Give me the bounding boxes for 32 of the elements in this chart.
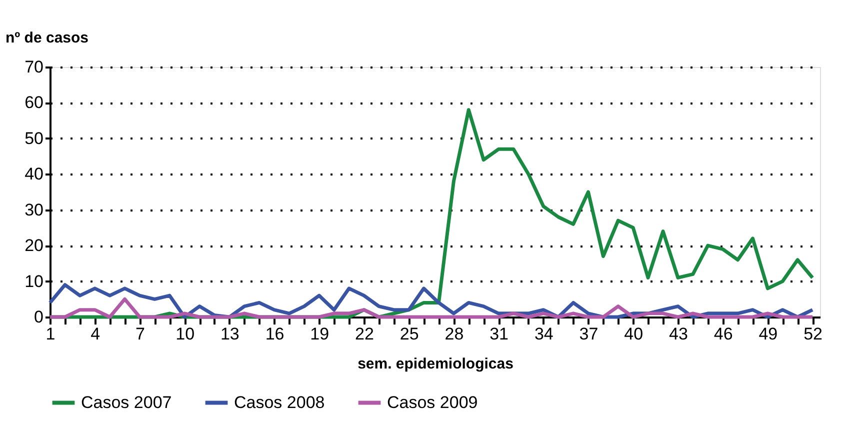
x-tick-label: 40	[624, 324, 644, 344]
x-tick-label: 37	[579, 324, 598, 344]
x-tick-label: 13	[220, 324, 240, 344]
x-tick-label: 49	[758, 324, 778, 344]
x-tick-label: 25	[400, 324, 419, 344]
y-axis-title: nº de casos	[6, 30, 89, 46]
y-tick-label: 40	[24, 164, 44, 184]
x-tick-label: 28	[444, 324, 464, 344]
x-tick-label: 22	[355, 324, 374, 344]
y-tick-label: 50	[24, 128, 44, 148]
x-tick-label: 1	[46, 324, 56, 344]
y-tick-label: 10	[24, 272, 44, 291]
y-tick-label: 20	[24, 236, 44, 256]
x-tick-label: 43	[669, 324, 688, 344]
x-tick-label: 31	[490, 324, 509, 344]
y-tick-label: 60	[24, 93, 44, 112]
x-tick-label: 34	[534, 324, 554, 344]
x-tick-label: 46	[714, 324, 733, 344]
legend-label: Casos 2008	[234, 392, 325, 412]
legend-label: Casos 2007	[81, 392, 172, 412]
x-tick-label: 4	[90, 324, 100, 344]
line-series	[48, 297, 814, 319]
x-tick-label: 19	[310, 324, 330, 344]
x-tick-label: 10	[176, 324, 195, 344]
y-tick-label: 70	[24, 58, 44, 76]
y-tick-label: 30	[24, 200, 44, 220]
legend-label: Casos 2009	[387, 392, 478, 412]
x-tick-label: 16	[265, 324, 284, 344]
x-tick-label: 7	[135, 324, 145, 344]
x-axis-title: sem. epidemiologicas	[358, 356, 514, 372]
y-tick-label: 0	[34, 308, 44, 326]
x-tick-label: 52	[804, 324, 822, 344]
